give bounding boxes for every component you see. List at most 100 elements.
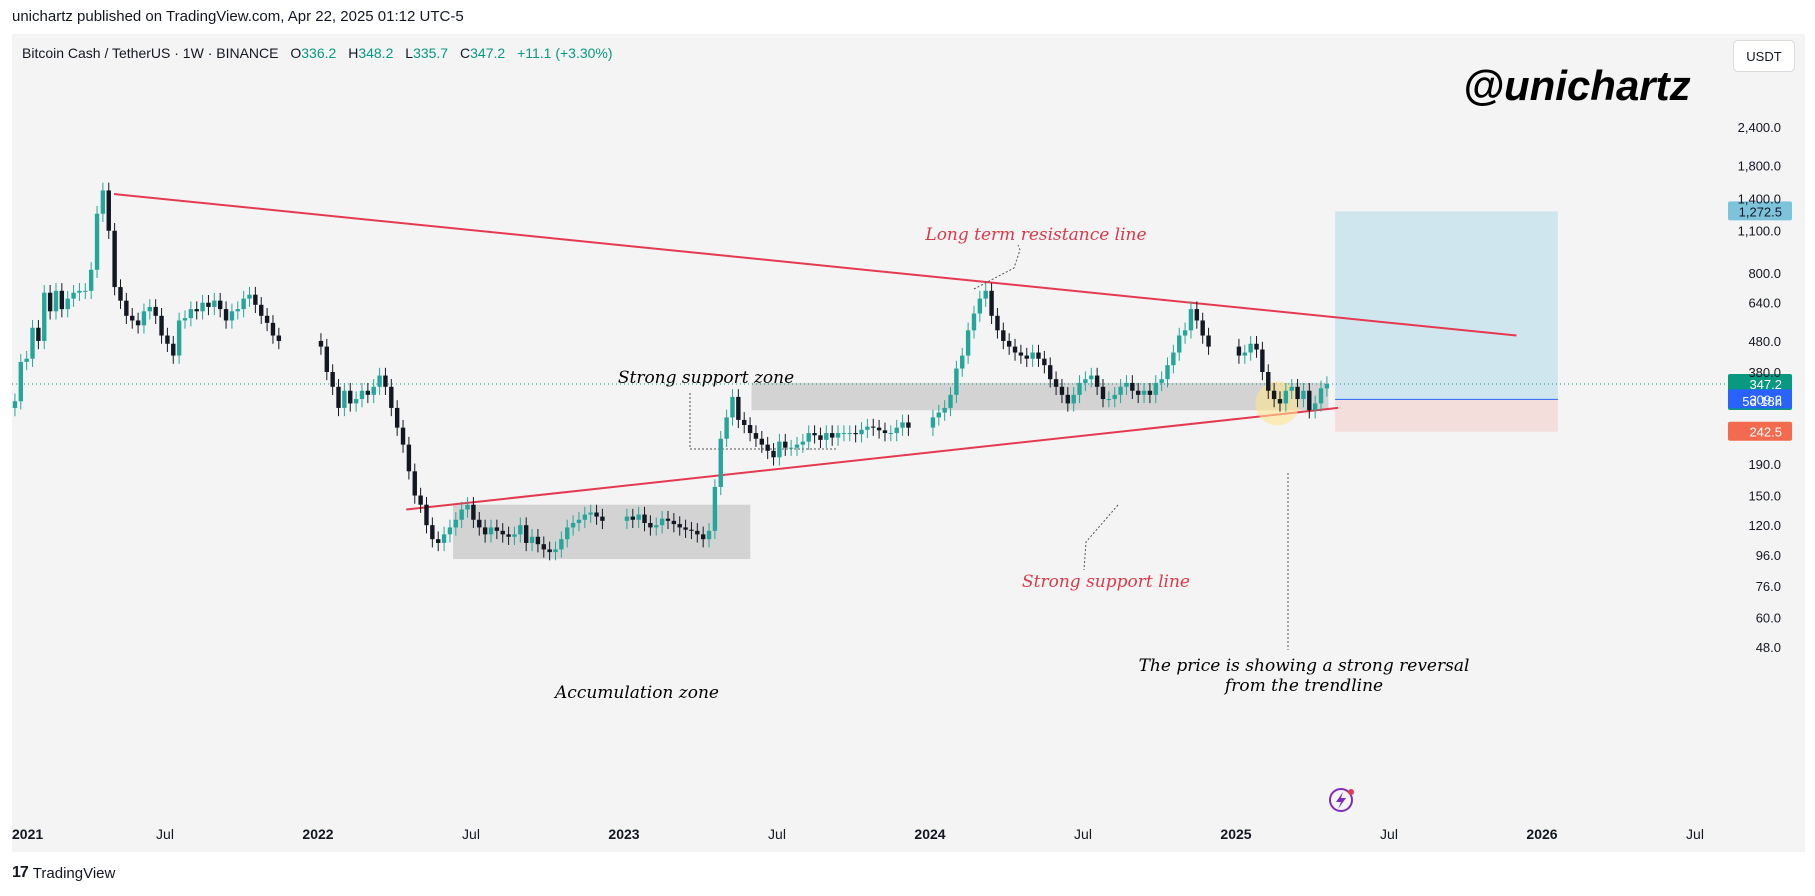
- candle: [736, 396, 741, 420]
- lightning-shape: [1336, 792, 1346, 809]
- candle: [1112, 394, 1117, 400]
- y-tick-label: 380.0: [1748, 365, 1781, 380]
- candle: [594, 512, 599, 517]
- candle: [88, 269, 94, 291]
- change-value: +11.1 (+3.30%): [517, 45, 613, 61]
- candle: [841, 433, 847, 435]
- candle: [1042, 358, 1047, 366]
- y-tick-label: 48.0: [1756, 640, 1781, 655]
- chart-area[interactable]: [12, 34, 1805, 852]
- candle: [477, 519, 482, 528]
- candle: [1100, 386, 1106, 400]
- candle: [223, 309, 229, 321]
- candle: [753, 433, 759, 439]
- candle: [1177, 335, 1182, 353]
- candle: [118, 287, 123, 301]
- candle: [535, 536, 541, 545]
- candle: [1006, 340, 1012, 347]
- candle: [47, 292, 53, 312]
- candle: [512, 534, 517, 537]
- candle: [800, 441, 806, 445]
- candle: [65, 298, 70, 310]
- candle: [677, 524, 682, 528]
- support-zone-annotation: Strong support zone: [618, 368, 794, 388]
- candle: [942, 407, 947, 413]
- candle: [465, 504, 470, 510]
- candle: [264, 315, 270, 323]
- candle: [1030, 352, 1035, 359]
- candle: [777, 441, 782, 458]
- candle: [1012, 346, 1018, 353]
- symbol-name[interactable]: Bitcoin Cash / TetherUS · 1W · BINANCE: [22, 45, 279, 61]
- candle: [971, 313, 977, 331]
- candle: [529, 536, 535, 543]
- currency-unit-button[interactable]: USDT: [1733, 40, 1795, 72]
- candle: [794, 444, 800, 448]
- tradingview-brand-name[interactable]: TradingView: [32, 864, 116, 882]
- footer-brand[interactable]: 17 TradingView: [12, 864, 115, 882]
- candle: [724, 417, 729, 439]
- candle: [424, 504, 429, 526]
- candle: [1283, 390, 1289, 404]
- candle: [1324, 384, 1330, 389]
- open-value: 336.2: [301, 45, 337, 61]
- x-tick-label: Jul: [462, 826, 480, 842]
- x-tick-label: Jul: [768, 826, 786, 842]
- candle: [394, 407, 400, 428]
- candle: [648, 522, 653, 528]
- candle: [377, 375, 382, 387]
- candle: [747, 425, 753, 434]
- x-tick-label: 2022: [302, 826, 333, 842]
- price-label-subtext: 5d 18h: [1742, 394, 1782, 409]
- event-icon-ring: [1329, 788, 1353, 812]
- candle: [270, 322, 276, 336]
- candle: [1266, 372, 1271, 391]
- publisher-info: unichartz published on TradingView.com, …: [12, 8, 464, 25]
- candle: [960, 355, 965, 369]
- candle: [176, 320, 182, 356]
- candle: [488, 527, 494, 535]
- symbol-legend[interactable]: Bitcoin Cash / TetherUS · 1W · BINANCE O…: [22, 45, 613, 61]
- y-tick-label: 1,100.0: [1738, 224, 1781, 239]
- candle: [1171, 352, 1176, 366]
- candle: [1071, 394, 1076, 404]
- candle: [1248, 343, 1253, 353]
- low-value: 335.7: [413, 45, 449, 61]
- candle: [553, 549, 558, 553]
- low-label: L: [405, 45, 414, 61]
- candle: [100, 190, 106, 214]
- candle: [200, 302, 205, 312]
- candle: [318, 340, 324, 347]
- candle: [695, 530, 700, 535]
- candle: [636, 514, 641, 520]
- candle: [1077, 382, 1082, 395]
- candle: [1182, 330, 1188, 336]
- candle: [523, 525, 529, 543]
- candle: [706, 530, 712, 540]
- event-dot: [1348, 789, 1354, 795]
- candle: [229, 311, 235, 321]
- candle: [853, 433, 858, 435]
- candle: [642, 514, 647, 523]
- reversal-annotation-line-2: from the trendline: [1223, 676, 1383, 696]
- candle: [894, 427, 899, 434]
- candle: [371, 386, 376, 395]
- candle: [506, 534, 511, 537]
- candle: [436, 539, 441, 543]
- candle: [906, 422, 911, 428]
- x-tick-label: Jul: [1380, 826, 1398, 842]
- author-watermark: @unichartz: [1463, 62, 1691, 109]
- candle: [94, 213, 100, 270]
- x-tick-label: 2024: [914, 826, 945, 842]
- accumulation-zone: [453, 504, 751, 560]
- candle: [624, 516, 630, 521]
- tradingview-logo-icon[interactable]: 17: [12, 864, 29, 881]
- high-value: 348.2: [358, 45, 394, 61]
- candle: [18, 361, 23, 402]
- candle: [324, 346, 329, 372]
- candle: [859, 429, 864, 435]
- candle: [576, 519, 582, 523]
- candle: [806, 433, 811, 442]
- candle: [671, 520, 677, 525]
